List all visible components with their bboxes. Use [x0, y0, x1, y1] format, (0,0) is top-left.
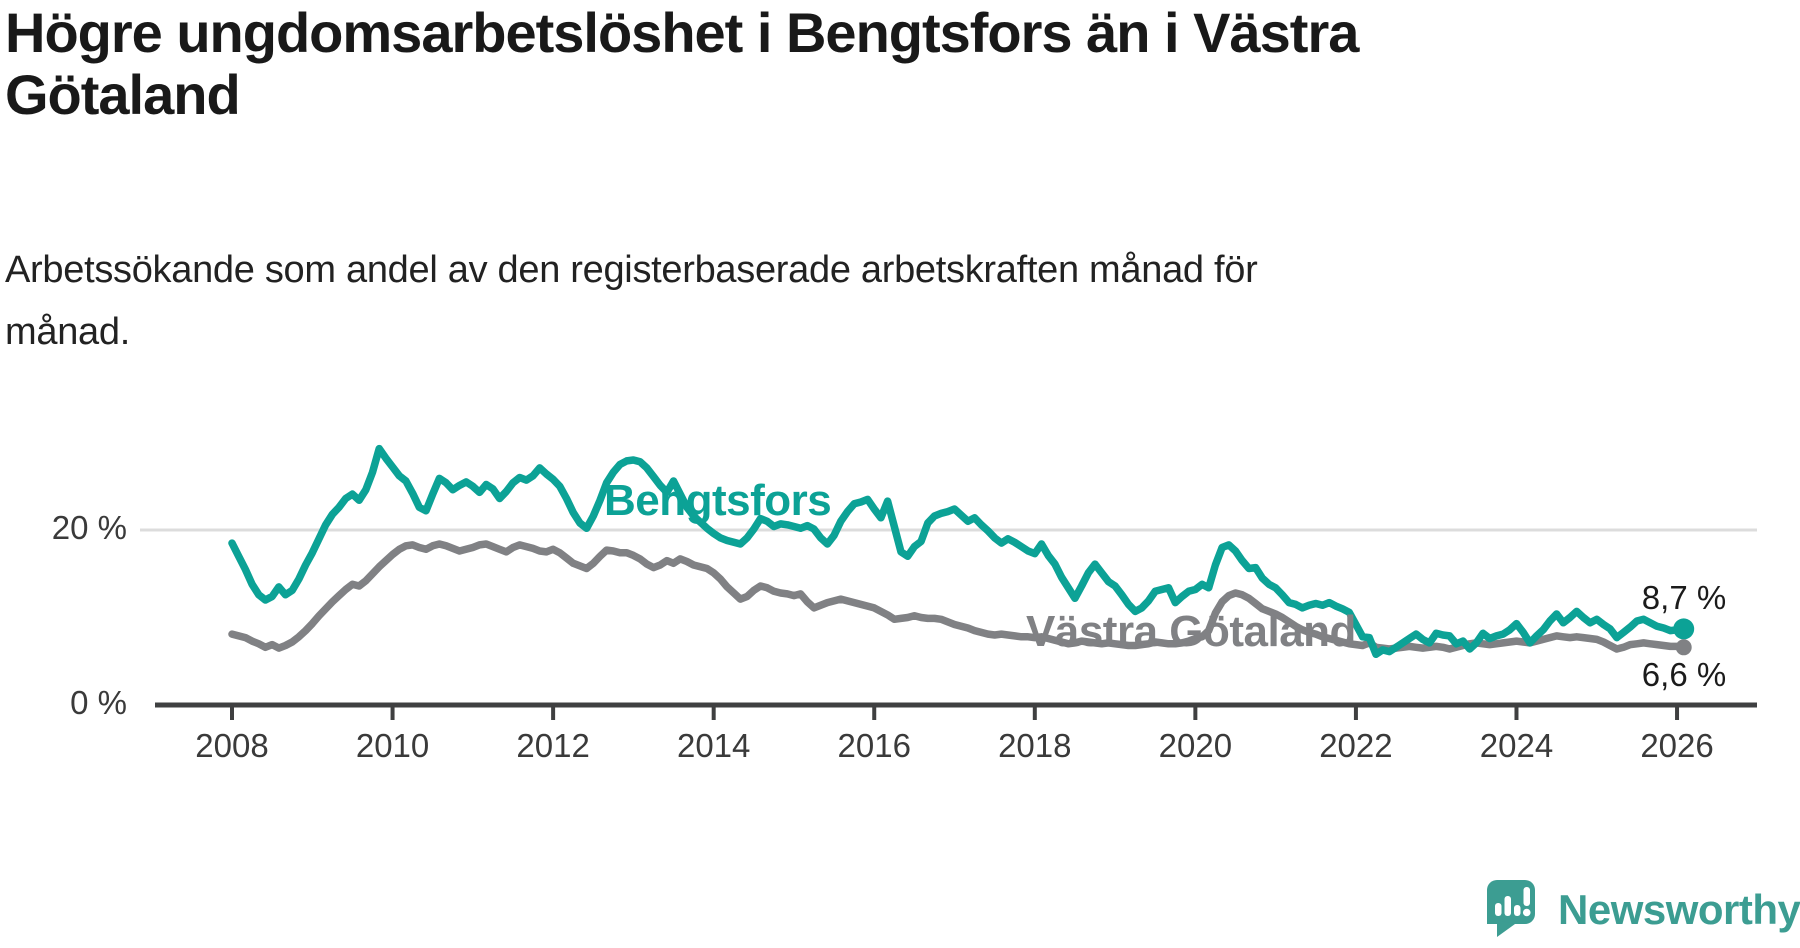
- x-tick-label: 2012: [516, 727, 589, 764]
- x-tick-label: 2020: [1159, 727, 1232, 764]
- y-axis-label-20: 20 %: [51, 509, 127, 546]
- newsworthy-brand-name: Newsworthy: [1558, 886, 1800, 933]
- x-tick-label: 2024: [1480, 727, 1553, 764]
- y-axis-label-0: 0 %: [70, 684, 127, 721]
- end-dot-bengtsfors: [1673, 618, 1695, 640]
- end-value-vastra-gotaland: 6,6 %: [1641, 656, 1727, 693]
- x-tick-label: 2026: [1640, 727, 1713, 764]
- x-tick-label: 2010: [356, 727, 429, 764]
- chart-subtitle: Arbetssökande som andel av den registerb…: [5, 249, 1258, 353]
- x-tick-label: 2022: [1319, 727, 1392, 764]
- newsworthy-logo-icon: [1487, 880, 1535, 937]
- series-label-vastra-gotaland: Västra Götaland: [1026, 607, 1356, 656]
- x-tick-label: 2014: [677, 727, 750, 764]
- end-value-bengtsfors: 8,7 %: [1641, 579, 1727, 616]
- series-label-bengtsfors: Bengtsfors: [604, 476, 832, 525]
- page-title: Högre ungdomsarbetslöshet i Bengtsfors ä…: [5, 1, 1359, 126]
- x-tick-label: 2008: [195, 727, 268, 764]
- series-line-v-stra-g-taland: [228, 540, 1688, 653]
- newsworthy-brand: Newsworthy: [1487, 880, 1800, 940]
- series-line-bengtsfors: [228, 444, 1688, 659]
- x-tick-label: 2016: [838, 727, 911, 764]
- end-dot-v-stra-g-taland: [1675, 639, 1692, 656]
- x-tick-label: 2018: [998, 727, 1071, 764]
